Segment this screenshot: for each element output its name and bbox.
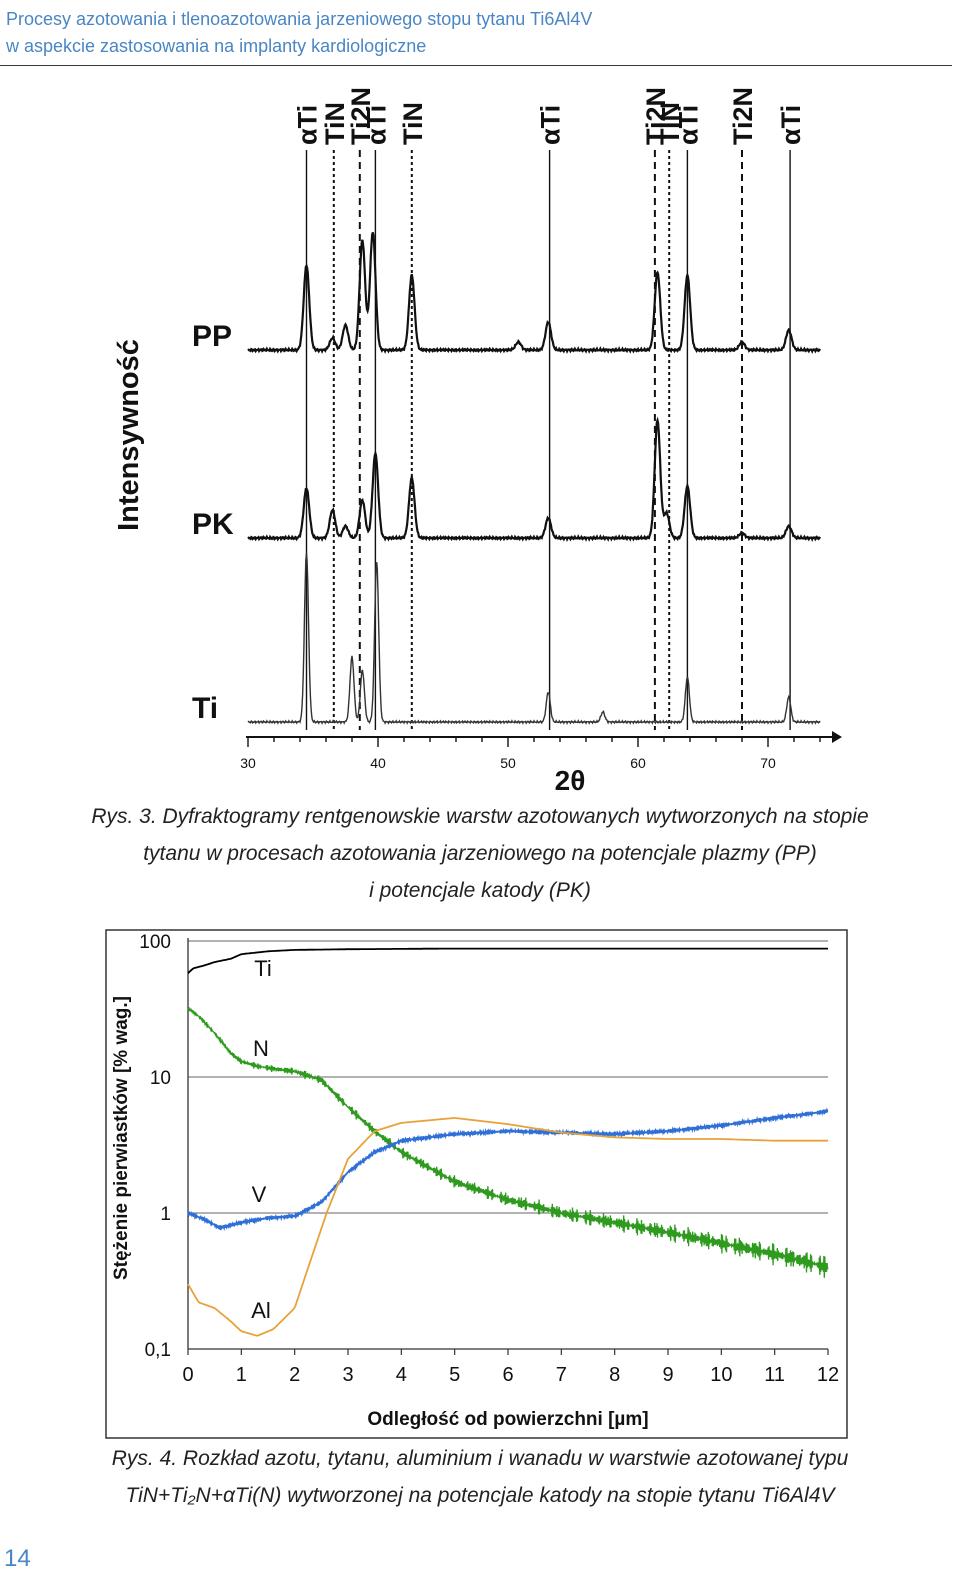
xrd-series-line-pp: [247, 232, 821, 354]
xrd-axis-arrow-icon: [832, 731, 842, 743]
header-divider: [0, 65, 952, 66]
xrd-x-tick-label: 60: [630, 755, 646, 771]
concentration-x-tick-label: 2: [289, 1364, 300, 1386]
concentration-x-tick-label: 0: [182, 1364, 193, 1386]
concentration-ylabel: Stężenie pierwiastków [% wag.]: [111, 996, 132, 1280]
concentration-x-tick-label: 12: [817, 1364, 839, 1386]
xrd-phase-label-2: Ti2N: [346, 87, 376, 145]
figure-4-caption: Rys. 4. Rozkład azotu, tytanu, aluminium…: [0, 1440, 960, 1514]
concentration-y-tick-label: 100: [139, 932, 171, 953]
xrd-x-tick-label: 30: [240, 755, 256, 771]
xrd-x-tick-label: 70: [760, 755, 776, 771]
xrd-x-tick-label: 40: [370, 755, 386, 771]
xrd-x-tick-label: 50: [500, 755, 516, 771]
figure-3-caption-line-3: i potencjale katody (PK): [369, 879, 591, 902]
concentration-x-tick-label: 10: [710, 1364, 732, 1386]
running-header: Procesy azotowania i tlenoazotowania jar…: [6, 6, 592, 60]
concentration-x-tick-label: 8: [609, 1364, 620, 1386]
figure-4-caption-line-1: Rys. 4. Rozkład azotu, tytanu, aluminium…: [111, 1447, 849, 1470]
concentration-x-tick-label: 1: [236, 1364, 247, 1386]
xrd-phase-label-0: αTi: [293, 105, 323, 145]
concentration-xlabel: Odległość od powierzchni [µm]: [367, 1409, 648, 1430]
xrd-phase-label-9: Ti2N: [728, 87, 758, 145]
concentration-x-tick-label: 5: [449, 1364, 460, 1386]
running-header-line-1: Procesy azotowania i tlenoazotowania jar…: [6, 9, 593, 29]
figure-3-caption-line-2: tytanu w procesach azotowania jarzeniowe…: [143, 842, 817, 865]
figure-3-caption: Rys. 3. Dyfraktogramy rentgenowskie wars…: [0, 798, 960, 909]
xrd-xlabel: 2θ: [555, 765, 586, 796]
concentration-x-tick-label: 9: [662, 1364, 673, 1386]
concentration-x-tick-label: 3: [342, 1364, 353, 1386]
xrd-phase-label-5: αTi: [536, 105, 566, 145]
xrd-phase-label-6: Ti2N: [641, 87, 671, 145]
xrd-phase-label-3: αTi: [361, 105, 391, 145]
concentration-y-tick-label: 0,1: [145, 1340, 171, 1361]
concentration-line-ti: [187, 947, 828, 974]
concentration-x-tick-label: 11: [764, 1364, 785, 1386]
xrd-series-label-pk: PK: [192, 508, 234, 541]
concentration-series-label-ti: Ti: [254, 956, 272, 981]
concentration-y-tick-label: 10: [150, 1068, 171, 1089]
xrd-phase-label-8: αTi: [673, 105, 703, 145]
concentration-x-tick-label: 6: [502, 1364, 513, 1386]
concentration-x-tick-label: 7: [556, 1364, 567, 1386]
concentration-line-v: [187, 1107, 829, 1232]
page-number: 14: [4, 1545, 31, 1572]
figure-3-caption-line-1: Rys. 3. Dyfraktogramy rentgenowskie wars…: [91, 805, 869, 828]
xrd-phase-label-4: TiN: [398, 102, 428, 145]
figure-4-caption-line-2: TiN+Ti₂N+αTi(N) wytworzonej na potencjal…: [125, 1484, 835, 1507]
xrd-phase-label-10: αTi: [776, 105, 806, 145]
xrd-ylabel: Intensywność: [113, 339, 145, 531]
xrd-series-line-ti: [247, 552, 821, 725]
concentration-y-tick-label: 1: [160, 1204, 171, 1225]
concentration-series-label-n: N: [253, 1036, 269, 1061]
concentration-series-label-v: V: [252, 1182, 267, 1207]
concentration-series-label-al: Al: [251, 1298, 271, 1323]
concentration-line-al: [187, 1117, 828, 1337]
running-header-line-2: w aspekcie zastosowania na implanty kard…: [6, 36, 427, 56]
xrd-series-line-pk: [247, 416, 821, 542]
xrd-series-label-ti: Ti: [192, 692, 218, 725]
concentration-x-tick-label: 4: [396, 1364, 407, 1386]
xrd-series-label-pp: PP: [192, 320, 232, 353]
concentration-line-n: [187, 1007, 829, 1278]
xrd-phase-label-1: TiN: [320, 102, 350, 145]
concentration-frame: [105, 929, 848, 1439]
xrd-phase-label-7: TiN: [655, 102, 685, 145]
